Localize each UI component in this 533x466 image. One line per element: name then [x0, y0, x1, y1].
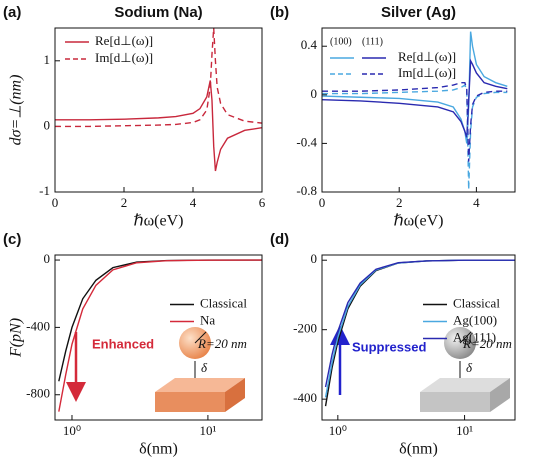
- legend-label: Na: [200, 312, 215, 327]
- x-tick-label: 6: [259, 195, 266, 210]
- y-tick-label: -0.4: [296, 134, 317, 149]
- legend-label: Im[d⊥(ω)]: [95, 50, 153, 65]
- y-tick-label: 0: [311, 251, 318, 266]
- panel-label: (d): [270, 231, 289, 248]
- annotation: R=20 nm: [462, 336, 512, 351]
- chart-title: Silver (Ag): [381, 4, 456, 21]
- y-tick-label: 0: [44, 251, 51, 266]
- substrate: [420, 378, 510, 392]
- legend-label: Re[d⊥(ω)]: [95, 33, 153, 48]
- series-line: [322, 84, 508, 190]
- x-tick-label: 4: [473, 195, 480, 210]
- plot-frame: [54, 27, 263, 193]
- x-tick-label: 2: [396, 195, 403, 210]
- x-axis-label: δ(nm): [399, 441, 438, 458]
- x-tick-label: 10⁰: [63, 423, 81, 438]
- annotation: δ: [201, 360, 208, 375]
- annotation: δ: [466, 360, 473, 375]
- x-axis-label: ℏω(eV): [394, 213, 444, 230]
- y-tick-label: -400: [293, 390, 317, 405]
- substrate: [155, 378, 245, 392]
- x-tick-label: 4: [190, 195, 197, 210]
- legend-label: Re[d⊥(ω)]: [398, 49, 456, 64]
- x-tick-label: 10¹: [456, 423, 473, 438]
- radius: [459, 331, 472, 344]
- y-tick-label: -800: [26, 386, 50, 401]
- series-line: [322, 31, 508, 144]
- y-tick-label: 0: [44, 117, 51, 132]
- substrate: [155, 392, 225, 412]
- legend-label: Classical: [453, 295, 500, 310]
- annotation: Enhanced: [92, 336, 154, 351]
- legend-label: Im[d⊥(ω)]: [398, 65, 456, 80]
- y-tick-label: 0.4: [301, 37, 318, 52]
- series-line: [58, 259, 262, 412]
- legend-header: (111): [362, 36, 383, 47]
- series-line: [55, 80, 262, 172]
- y-tick-label: -400: [26, 318, 50, 333]
- substrate: [420, 392, 490, 412]
- series-line: [55, 28, 262, 128]
- plot-frame: [321, 254, 516, 421]
- x-tick-label: 10⁰: [329, 423, 347, 438]
- series-line: [324, 259, 515, 388]
- chart-title: Sodium (Na): [114, 4, 202, 21]
- series-line: [322, 81, 508, 162]
- radius: [194, 331, 207, 344]
- substrate: [225, 378, 245, 412]
- x-axis-label: ℏω(eV): [134, 213, 184, 230]
- annotation: R=20 nm: [197, 336, 247, 351]
- plot-frame: [54, 254, 263, 421]
- annotation: Suppressed: [352, 339, 426, 354]
- series-line: [58, 259, 262, 382]
- legend-label: Classical: [200, 295, 247, 310]
- substrate: [490, 378, 510, 412]
- y-axis-label: F(pN): [8, 318, 25, 358]
- x-tick-label: 0: [52, 195, 59, 210]
- legend-label: Ag(111): [453, 329, 496, 344]
- x-tick-label: 10¹: [199, 423, 216, 438]
- legend-header: (100): [330, 36, 352, 47]
- annotation-c: Enhanced R=20 nm δ: [66, 327, 247, 412]
- y-tick-label: 1: [44, 52, 51, 67]
- panel-label: (c): [3, 231, 21, 248]
- y-tick-label: -0.8: [296, 183, 317, 198]
- y-tick-label: 0: [311, 86, 318, 101]
- series-line: [322, 58, 508, 138]
- x-tick-label: 0: [319, 195, 326, 210]
- x-tick-label: 2: [121, 195, 128, 210]
- y-tick-label: -1: [39, 183, 50, 198]
- annotation-d: Suppressed R=20 nm δ: [330, 325, 512, 412]
- y-tick-label: -200: [293, 321, 317, 336]
- plot-frame: [321, 27, 516, 193]
- x-axis-label: δ(nm): [139, 441, 178, 458]
- legend-label: Ag(100): [453, 312, 497, 327]
- y-axis-label: dσ=⊥(nm): [8, 75, 25, 146]
- panel-label: (a): [3, 4, 21, 21]
- panel-label: (b): [270, 4, 289, 21]
